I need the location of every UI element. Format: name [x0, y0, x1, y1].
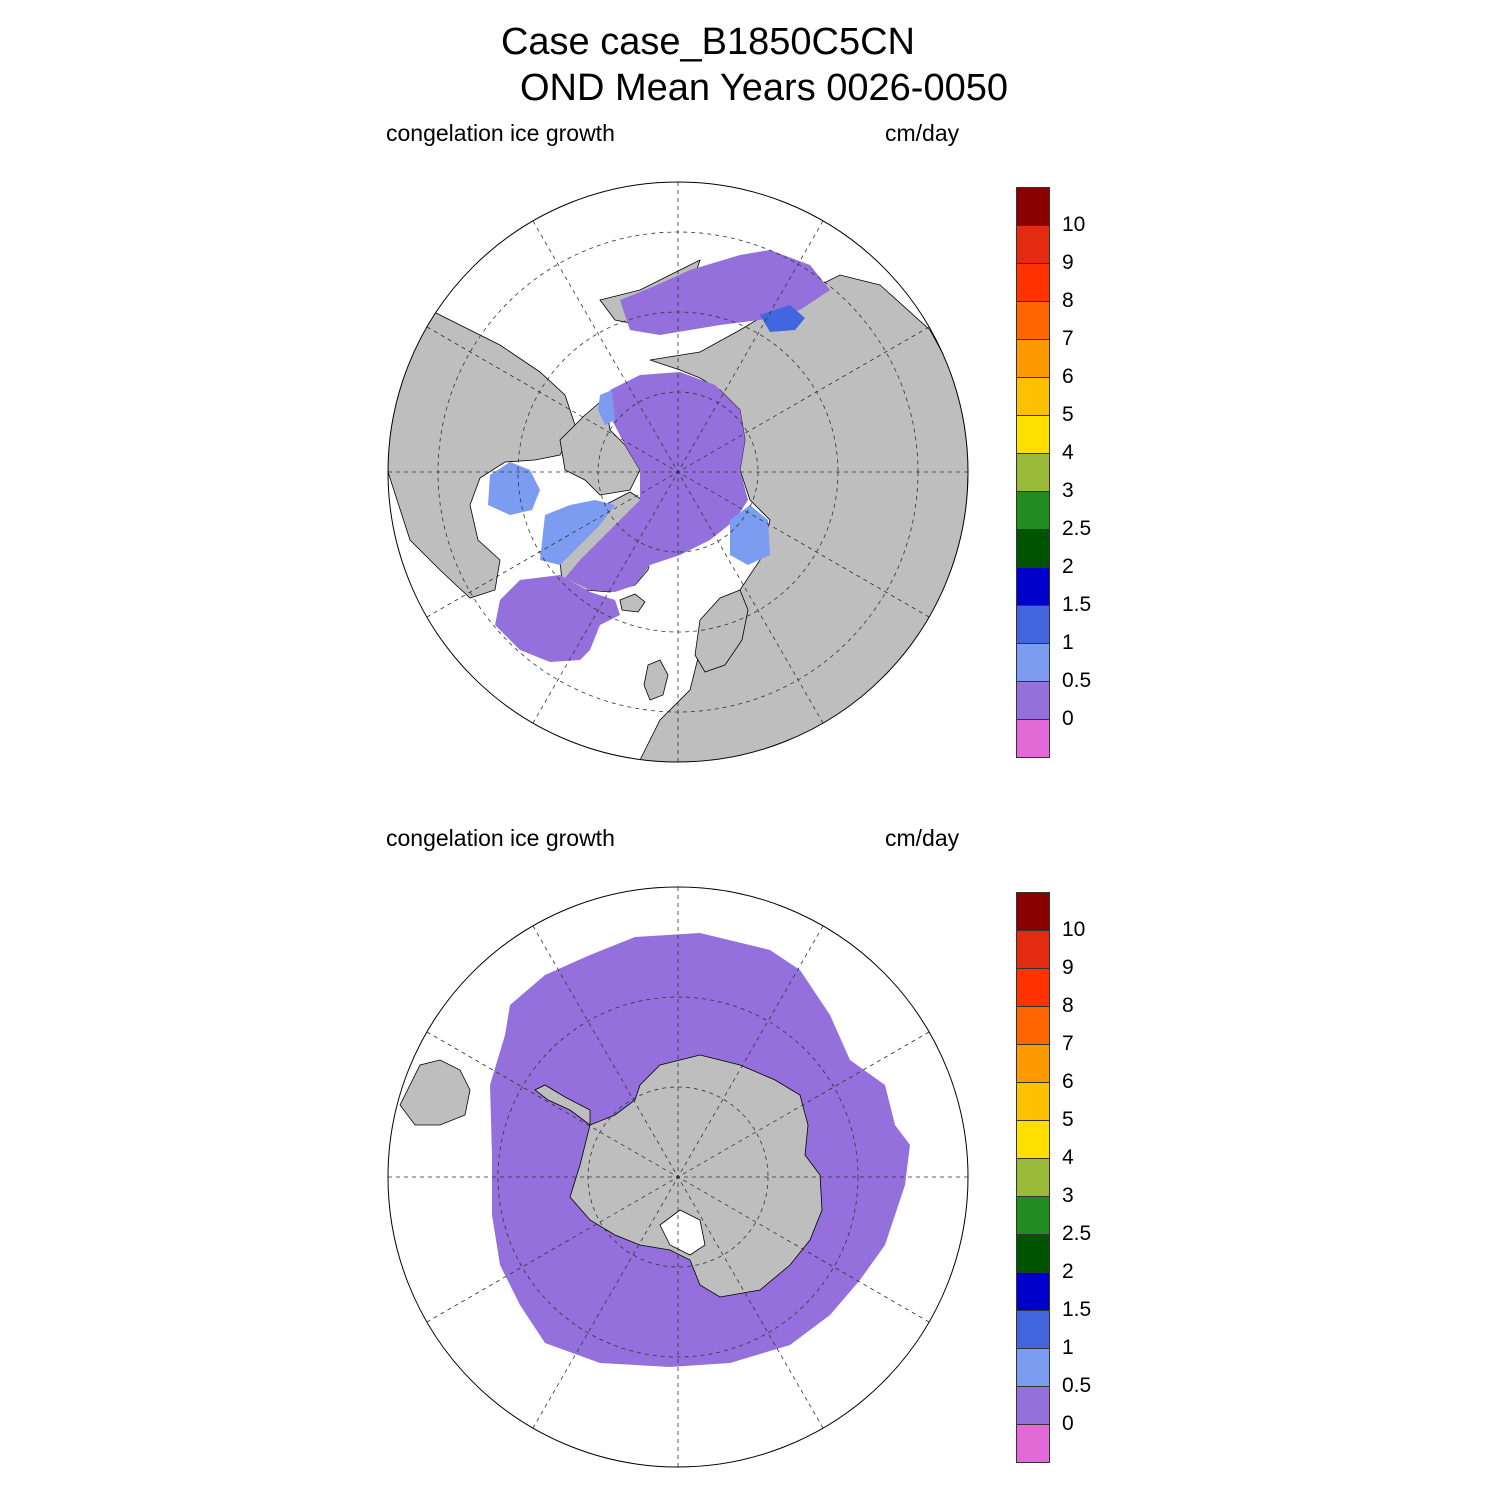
colorbar-box: [1016, 1044, 1050, 1083]
sea-ice-hudson: [488, 462, 540, 515]
graticule: [388, 182, 968, 762]
colorbar-box: [1016, 1082, 1050, 1121]
colorbar-box: [1016, 263, 1050, 302]
colorbar-box: [1016, 930, 1050, 969]
colorbar-tick: 2: [1062, 555, 1074, 578]
colorbar-box: [1016, 968, 1050, 1007]
colorbar-box: [1016, 1006, 1050, 1045]
colorbar-tick: 2: [1062, 1260, 1074, 1283]
land-iceland: [619, 593, 646, 613]
colorbar-box: [1016, 719, 1050, 758]
colorbar-tick: 7: [1062, 327, 1074, 350]
colorbar-box: [1016, 1424, 1050, 1463]
colorbar-tick: 3: [1062, 479, 1074, 502]
south-polar-map: [387, 886, 969, 1468]
land-antarctic-peninsula: [534, 1084, 591, 1126]
colorbar-tick: 1.5: [1062, 1298, 1092, 1321]
colorbar-tick: 0: [1062, 1412, 1074, 1435]
colorbar-box: [1016, 892, 1050, 931]
colorbar-tick: 5: [1062, 403, 1074, 426]
colorbar-tick: 1.5: [1062, 593, 1092, 616]
main-title-line1: Case case_B1850C5CN: [500, 21, 915, 63]
north-polar-map: [387, 181, 969, 763]
colorbar-box: [1016, 529, 1050, 568]
sea-ice-okhotsk: [760, 305, 805, 332]
main-title-line2: OND Mean Years 0026-0050: [520, 67, 1008, 109]
sea-ice-arctic-basin: [565, 372, 748, 592]
variable-label: congelation ice growth: [386, 120, 615, 146]
sea-ice-atlantic: [495, 575, 620, 662]
colorbar-box: [1016, 453, 1050, 492]
sea-ice-baffin: [540, 500, 615, 565]
land-ross-ice-shelf: [659, 1209, 706, 1256]
colorbar-tick: 5: [1062, 1108, 1074, 1131]
colorbar-tick: 8: [1062, 289, 1074, 312]
colorbar-tick: 2.5: [1062, 517, 1092, 540]
colorbar-box: [1016, 567, 1050, 606]
land-uk: [643, 659, 669, 701]
land-antarctica: [569, 1054, 823, 1298]
panel-south: congelation ice growth cm/day: [0, 705, 1500, 1468]
land-scandinavia: [694, 589, 749, 673]
colorbar-box: [1016, 681, 1050, 720]
colorbar-tick: 2.5: [1062, 1222, 1092, 1245]
colorbar-tick: 4: [1062, 441, 1074, 464]
colorbar-tick: 6: [1062, 1070, 1074, 1093]
colorbar-box: [1016, 339, 1050, 378]
colorbar-tick: 10: [1062, 918, 1086, 941]
colorbar-tick: 8: [1062, 994, 1074, 1017]
colorbar-box: [1016, 1234, 1050, 1273]
colorbar-tick: 10: [1062, 213, 1086, 236]
colorbar-tick: 9: [1062, 251, 1074, 274]
colorbar-tick: 4: [1062, 1146, 1074, 1169]
colorbar-box: [1016, 187, 1050, 226]
colorbar-box: [1016, 377, 1050, 416]
panel-north: congelation ice growth cm/day: [0, 0, 1500, 763]
units-label: cm/day: [885, 825, 960, 851]
colorbar-tick: 0: [1062, 707, 1074, 730]
colorbar-box: [1016, 1158, 1050, 1197]
colorbar-tick: 0.5: [1062, 1374, 1092, 1397]
colorbar-box: [1016, 301, 1050, 340]
variable-label: congelation ice growth: [386, 825, 615, 851]
colorbar-tick: 3: [1062, 1184, 1074, 1207]
colorbar-box: [1016, 1310, 1050, 1349]
colorbar-box: [1016, 491, 1050, 530]
colorbar-box: [1016, 225, 1050, 264]
colorbar-tick: 6: [1062, 365, 1074, 388]
graticule: [388, 887, 968, 1467]
colorbar-tick: 0.5: [1062, 669, 1092, 692]
colorbar-tick: 1: [1062, 1336, 1074, 1359]
colorbar-box: [1016, 1348, 1050, 1387]
units-label: cm/day: [885, 120, 960, 146]
colorbar-box: [1016, 643, 1050, 682]
colorbar-box: [1016, 1272, 1050, 1311]
sea-ice-beaufort: [598, 390, 615, 425]
sea-ice-kara: [730, 505, 770, 565]
colorbar-box: [1016, 1196, 1050, 1235]
colorbar-box: [1016, 1120, 1050, 1159]
colorbar-box: [1016, 605, 1050, 644]
colorbar-tick: 7: [1062, 1032, 1074, 1055]
colorbar-box: [1016, 1386, 1050, 1425]
land-south-america: [399, 1059, 471, 1126]
colorbar-box: [1016, 415, 1050, 454]
colorbar-tick: 9: [1062, 956, 1074, 979]
colorbar-tick: 1: [1062, 631, 1074, 654]
